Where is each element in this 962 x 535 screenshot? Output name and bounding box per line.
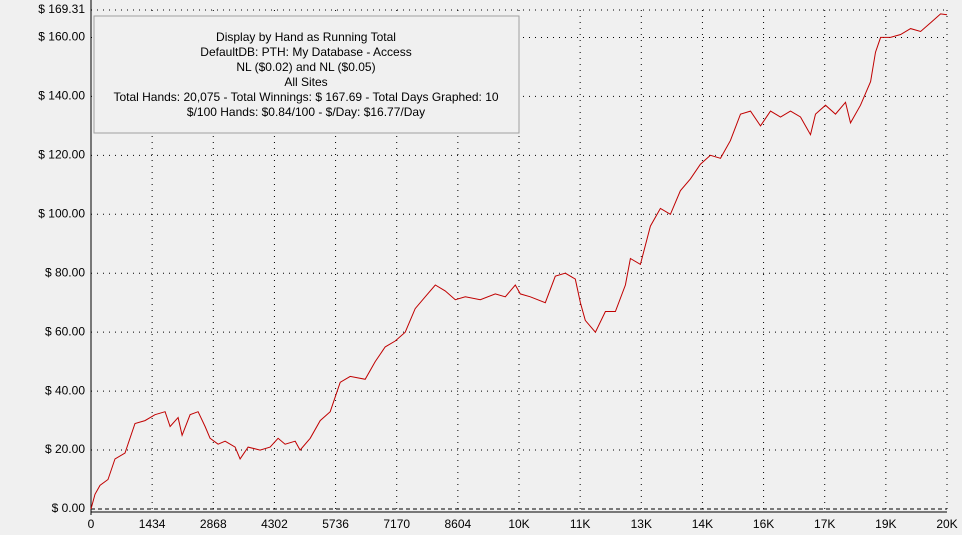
y-tick-label: $ 80.00 — [45, 265, 85, 279]
info-text: All Sites — [284, 75, 327, 89]
x-tick-label: 10K — [508, 517, 529, 531]
x-tick-label: 4302 — [261, 517, 288, 531]
info-text: NL ($0.02) and NL ($0.05) — [236, 60, 375, 74]
x-tick-label: 2868 — [200, 517, 227, 531]
x-tick-label: 0 — [88, 517, 95, 531]
y-tick-label: $ 120.00 — [38, 148, 85, 162]
y-tick-label: $ 60.00 — [45, 324, 85, 338]
series-line — [90, 13, 948, 510]
y-tick-label: $ 169.31 — [38, 2, 85, 16]
x-tick-label: 8604 — [445, 517, 472, 531]
info-text: $/100 Hands: $0.84/100 - $/Day: $16.77/D… — [187, 105, 425, 119]
x-tick-label: 11K — [570, 517, 590, 531]
x-tick-label: 14K — [692, 517, 713, 531]
x-tick-label: 1434 — [139, 517, 166, 531]
y-tick-label: $ 40.00 — [45, 383, 85, 397]
x-tick-label: 5736 — [322, 517, 349, 531]
x-tick-label: 20K — [936, 517, 957, 531]
x-tick-label: 16K — [753, 517, 774, 531]
info-text: DefaultDB: PTH: My Database - Access — [200, 45, 411, 59]
x-tick-label: 13K — [631, 517, 652, 531]
info-text: Display by Hand as Running Total — [216, 30, 396, 44]
x-tick-label: 17K — [814, 517, 835, 531]
y-tick-label: $ 20.00 — [45, 442, 85, 456]
x-tick-label: 7170 — [383, 517, 410, 531]
y-tick-label: $ 100.00 — [38, 206, 85, 220]
info-box — [93, 15, 520, 134]
y-tick-label: $ 0.00 — [52, 501, 86, 515]
y-tick-label: $ 140.00 — [38, 89, 85, 103]
y-tick-label: $ 160.00 — [38, 30, 85, 44]
x-tick-label: 19K — [875, 517, 896, 531]
info-text: Total Hands: 20,075 - Total Winnings: $ … — [113, 90, 498, 104]
